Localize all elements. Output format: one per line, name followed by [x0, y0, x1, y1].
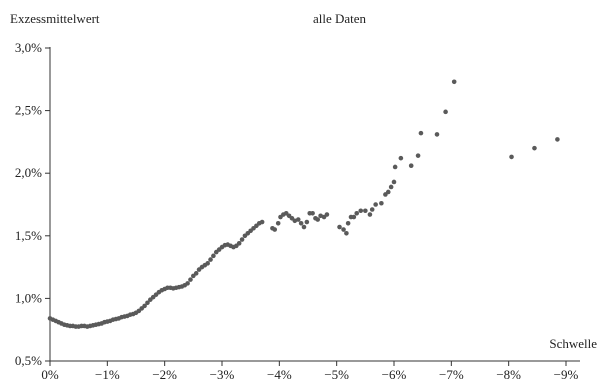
data-point — [555, 137, 560, 142]
data-point — [373, 202, 378, 207]
data-point — [205, 261, 210, 266]
x-axis-label: Schwelle — [549, 336, 597, 351]
x-tick-label: −8% — [496, 367, 521, 382]
data-point — [301, 224, 307, 230]
data-point — [304, 219, 310, 225]
data-point — [239, 237, 245, 242]
data-point — [145, 300, 150, 306]
x-tick-label: −6% — [382, 367, 407, 382]
x-tick-label: −3% — [210, 367, 235, 382]
data-point — [354, 210, 360, 216]
y-axis-label: Exzessmittelwert — [10, 11, 100, 26]
data-point — [211, 253, 216, 259]
data-point — [367, 212, 373, 217]
data-point — [369, 207, 375, 212]
data-point — [259, 219, 265, 225]
x-tick-label: 0% — [41, 367, 59, 382]
data-point — [188, 277, 193, 282]
x-tick-label: −5% — [324, 367, 349, 382]
x-axis-ticks: 0% −1% −2% −3% −4% −5% −6% −7% −8% −9% — [41, 361, 578, 382]
data-point — [388, 184, 394, 190]
data-point — [324, 212, 330, 217]
data-point — [363, 208, 368, 214]
y-tick-label: 1,0% — [15, 290, 42, 305]
data-point — [315, 217, 321, 222]
y-tick-label: 2,0% — [15, 165, 42, 180]
x-tick-label: −1% — [95, 367, 120, 382]
data-point — [398, 155, 404, 161]
data-point — [408, 163, 414, 168]
data-point — [509, 154, 514, 160]
y-tick-label: 1,5% — [15, 228, 42, 243]
y-tick-label: 3,0% — [15, 40, 42, 55]
data-point — [272, 227, 278, 232]
y-tick-label: 0,5% — [15, 353, 42, 368]
chart-title: alle Daten — [313, 11, 367, 26]
data-point — [185, 281, 190, 286]
data-point — [415, 153, 421, 158]
data-point — [385, 189, 391, 195]
data-point — [392, 164, 398, 170]
x-tick-label: −7% — [439, 367, 464, 382]
data-point — [310, 210, 315, 216]
data-point — [358, 208, 364, 214]
data-point — [344, 230, 349, 236]
data-point — [391, 179, 397, 185]
data-point — [532, 145, 537, 151]
x-tick-label: −9% — [554, 367, 579, 382]
data-point — [337, 224, 342, 230]
data-point — [434, 132, 440, 137]
y-axis-ticks: 0,5% 1,0% 1,5% 2,0% 2,5% 3,0% — [15, 40, 50, 368]
data-point — [142, 303, 147, 309]
data-point — [236, 241, 242, 246]
data-point — [275, 220, 281, 226]
x-tick-label: −2% — [152, 367, 177, 382]
data-point — [351, 214, 357, 220]
data-point — [451, 79, 457, 85]
data-point — [208, 257, 213, 262]
data-point — [341, 227, 346, 232]
data-point — [193, 271, 199, 276]
data-point — [379, 200, 384, 206]
x-tick-label: −4% — [267, 367, 292, 382]
data-point — [298, 220, 304, 226]
data-point — [295, 217, 301, 222]
data-points — [47, 79, 560, 329]
data-point — [443, 109, 448, 115]
data-point — [345, 220, 351, 226]
y-tick-label: 2,5% — [15, 103, 42, 118]
data-point — [418, 130, 424, 136]
